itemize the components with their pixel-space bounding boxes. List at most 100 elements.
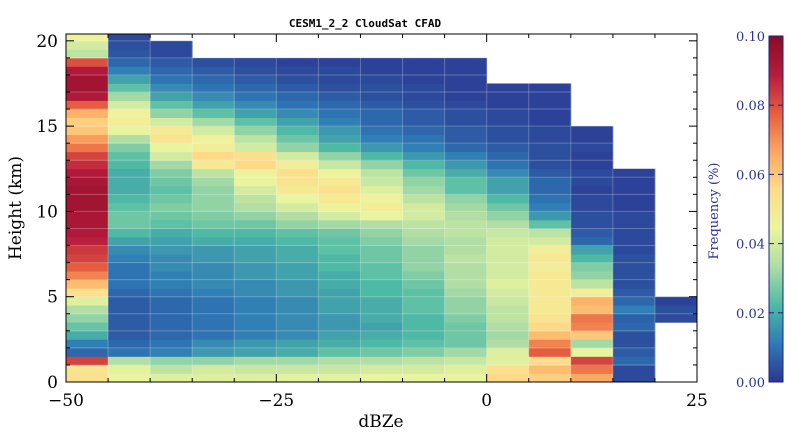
heatmap-cell	[108, 57, 151, 67]
heatmap-cell	[528, 373, 572, 383]
y-axis-label: Height (km)	[6, 156, 26, 260]
heatmap-cell	[66, 126, 109, 136]
heatmap-cell	[108, 305, 151, 315]
heatmap-cell	[402, 160, 445, 170]
heatmap-cell	[108, 279, 151, 289]
heatmap-cell	[444, 271, 488, 281]
heatmap-cell	[192, 117, 235, 127]
heatmap-cell	[108, 288, 151, 298]
heatmap-cell	[402, 211, 445, 221]
heatmap-cell	[402, 373, 445, 383]
heatmap-cell	[360, 117, 403, 127]
heatmap-cell	[360, 356, 403, 366]
heatmap-cell	[612, 219, 656, 229]
heatmap-cell	[234, 228, 277, 238]
heatmap-cell	[150, 356, 193, 366]
heatmap-cell	[150, 143, 193, 153]
heatmap-cell	[192, 151, 235, 161]
heatmap-cell	[444, 254, 488, 263]
heatmap-cell	[528, 288, 572, 298]
y-axis: 0 5 10 15 20	[36, 32, 697, 393]
heatmap-cell	[612, 254, 656, 263]
heatmap-cell	[360, 262, 403, 272]
heatmap-cell	[192, 143, 235, 153]
heatmap-cell	[318, 57, 361, 67]
heatmap-cell	[444, 364, 488, 374]
heatmap-cell	[318, 271, 361, 281]
x-axis: −50 −25 0 25	[48, 34, 708, 411]
heatmap-cell	[444, 330, 488, 340]
heatmap-cell	[612, 322, 656, 332]
heatmap-cell	[66, 74, 109, 84]
heatmap-cell	[402, 271, 445, 281]
heatmap-cell	[276, 126, 319, 136]
heatmap-cell	[150, 109, 193, 118]
heatmap-cell	[360, 202, 403, 212]
heatmap-cell	[444, 66, 488, 76]
heatmap-cell	[570, 364, 614, 374]
heatmap-cell	[612, 185, 656, 195]
heatmap-cell	[528, 168, 572, 178]
heatmap-cell	[402, 245, 445, 255]
heatmap-cell	[150, 254, 193, 263]
heatmap-cell	[486, 313, 530, 323]
heatmap-cell	[570, 219, 614, 229]
heatmap-cell	[318, 228, 361, 238]
x-axis-label: dBZe	[358, 412, 403, 432]
heatmap-cell	[612, 356, 656, 366]
heatmap-cell	[192, 237, 235, 246]
heatmap-cell	[150, 237, 193, 246]
heatmap-cell	[108, 177, 151, 187]
heatmap-cell	[486, 211, 530, 221]
heatmap-cell	[486, 271, 530, 281]
heatmap-cell	[444, 194, 488, 204]
heatmap-cell	[234, 143, 277, 153]
heatmap-cell	[360, 126, 403, 136]
heatmap-cell	[108, 34, 151, 42]
heatmap-cell	[360, 237, 403, 246]
heatmap-cell	[486, 262, 530, 272]
heatmap-cell	[150, 262, 193, 272]
heatmap-cell	[234, 151, 277, 161]
heatmap-cell	[360, 347, 403, 357]
heatmap-cell	[444, 143, 488, 153]
heatmap-cell	[570, 126, 614, 136]
heatmap-cell	[108, 245, 151, 255]
heatmap-cell	[150, 74, 193, 84]
heatmap-cell	[444, 347, 488, 357]
heatmap-cell	[486, 296, 530, 306]
heatmap-cell	[66, 194, 109, 204]
heatmap-cell	[486, 185, 530, 195]
heatmap-cells	[66, 34, 698, 383]
heatmap-cell	[360, 194, 403, 204]
heatmap-cell	[150, 347, 193, 357]
heatmap-cell	[150, 160, 193, 170]
heatmap-cell	[234, 356, 277, 366]
heatmap-cell	[192, 185, 235, 195]
heatmap-cell	[150, 66, 193, 76]
heatmap-cell	[528, 237, 572, 246]
heatmap-cell	[444, 100, 488, 110]
heatmap-cell	[276, 254, 319, 263]
heatmap-cell	[108, 151, 151, 161]
heatmap-cell	[318, 185, 361, 195]
heatmap-cell	[234, 126, 277, 136]
heatmap-cell	[486, 279, 530, 289]
heatmap-cell	[318, 117, 361, 127]
heatmap-cell	[150, 92, 193, 101]
heatmap-cell	[570, 202, 614, 212]
heatmap-cell	[234, 168, 277, 178]
heatmap-cell	[570, 347, 614, 357]
heatmap-cell	[360, 373, 403, 383]
heatmap-cell	[234, 83, 277, 93]
heatmap-cell	[150, 313, 193, 323]
heatmap-cell	[150, 322, 193, 332]
heatmap-cell	[276, 143, 319, 153]
heatmap-cell	[528, 83, 572, 93]
heatmap-cell	[192, 160, 235, 170]
heatmap-cell	[66, 219, 109, 229]
colorbar-tick-label: 0.04	[736, 238, 765, 253]
heatmap-cell	[318, 330, 361, 340]
heatmap-cell	[276, 279, 319, 289]
heatmap-cell	[444, 305, 488, 315]
